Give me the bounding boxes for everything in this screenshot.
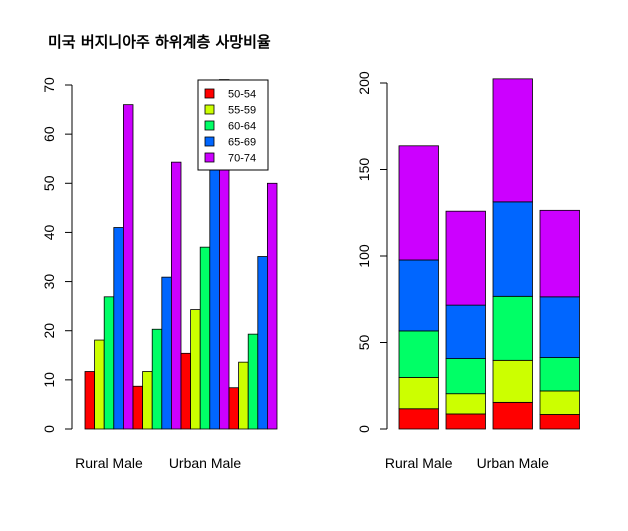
- bar: [161, 276, 172, 430]
- bar: [199, 246, 211, 430]
- y-tick-label: 70: [41, 77, 57, 93]
- legend-label: 50-54: [228, 89, 256, 101]
- stacked-bar-segment: [492, 359, 533, 403]
- y-tick-label: 20: [41, 323, 57, 339]
- y-tick-label: 150: [356, 158, 372, 182]
- bar: [142, 371, 153, 430]
- x-category-label: Urban Male: [169, 455, 242, 471]
- stacked-bar-segment: [398, 408, 439, 430]
- stacked-bar-segment: [445, 393, 486, 415]
- stacked-bar-segment: [445, 210, 486, 306]
- bar: [238, 361, 249, 430]
- stacked-bar-segment: [398, 145, 439, 261]
- y-tick-label: 40: [41, 224, 57, 240]
- y-tick-label: 60: [41, 126, 57, 142]
- legend-label: 55-59: [228, 105, 256, 117]
- stacked-bar-segment: [445, 304, 486, 359]
- stacked-bar-segment: [539, 357, 580, 392]
- stacked-bar-segment: [539, 390, 580, 415]
- stacked-bar-segment: [398, 330, 439, 378]
- stacked-bar-segment: [445, 358, 486, 395]
- bar: [228, 387, 240, 430]
- x-category-label: Urban Male: [477, 455, 550, 471]
- legend-label: 65-69: [228, 137, 256, 149]
- y-tick-label: 0: [41, 425, 57, 433]
- x-category-label: Rural Male: [75, 455, 143, 471]
- y-tick-label: 0: [356, 425, 372, 433]
- bar: [170, 161, 182, 430]
- stacked-bar-segment: [492, 401, 533, 430]
- bar: [180, 352, 192, 430]
- bar: [151, 328, 163, 430]
- stacked-bar-segment: [445, 413, 486, 430]
- grouped-bar-plot: 0 10 20 30 40 50 60 70 Rural Male Urban Male 50-54…: [41, 77, 278, 471]
- legend-label: 60-64: [228, 121, 256, 133]
- y-tick-label: 100: [356, 244, 372, 268]
- bar: [247, 333, 259, 430]
- stacked-bar-segment: [492, 78, 533, 203]
- y-tick-label: 10: [41, 372, 57, 388]
- stacked-bar-segment: [539, 414, 580, 430]
- stacked-bar-segment: [539, 209, 580, 298]
- stacked-bar-segment: [398, 377, 439, 410]
- bar: [94, 339, 105, 430]
- bar: [123, 104, 134, 430]
- bar: [266, 182, 278, 430]
- bar: [209, 160, 220, 430]
- stacked-bar-segment: [398, 259, 439, 332]
- bar: [257, 256, 268, 430]
- legend-swatch: [204, 88, 215, 99]
- bar: [190, 309, 201, 430]
- y-tick-label: 50: [356, 335, 372, 351]
- legend-swatch: [204, 120, 215, 131]
- stacked-bar-plot: 0 50 100 150 200 Rural Male Urban Male: [356, 71, 580, 471]
- stacked-bar-segment: [492, 295, 533, 361]
- legend-label: 70-74: [228, 153, 256, 165]
- chart-title: 미국 버지니아주 하위계층 사망비율: [48, 33, 271, 51]
- stacked-bar-segment: [492, 201, 533, 297]
- bar: [84, 371, 96, 430]
- bar: [103, 296, 115, 430]
- stacked-bar-segment: [539, 296, 580, 358]
- bar: [113, 227, 124, 430]
- legend-swatch: [204, 136, 215, 147]
- bar: [132, 385, 144, 430]
- y-tick-label: 30: [41, 274, 57, 290]
- legend-swatch: [204, 104, 215, 115]
- y-tick-label: 50: [41, 175, 57, 191]
- y-tick-label: 200: [356, 71, 372, 95]
- legend-swatch: [204, 152, 215, 163]
- x-category-label: Rural Male: [385, 455, 453, 471]
